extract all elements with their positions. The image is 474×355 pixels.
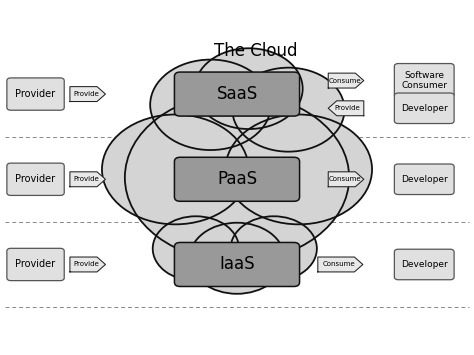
Polygon shape [70, 87, 105, 102]
Circle shape [232, 68, 345, 152]
Circle shape [195, 48, 303, 129]
FancyBboxPatch shape [174, 72, 300, 116]
FancyBboxPatch shape [7, 78, 64, 110]
Text: Consume: Consume [328, 176, 361, 182]
Circle shape [190, 223, 284, 294]
Circle shape [125, 93, 349, 262]
Circle shape [153, 216, 239, 281]
Polygon shape [70, 172, 105, 187]
FancyBboxPatch shape [394, 93, 454, 124]
Text: IaaS: IaaS [219, 256, 255, 273]
Text: The Cloud: The Cloud [214, 43, 298, 60]
Circle shape [225, 115, 372, 224]
FancyBboxPatch shape [394, 164, 454, 195]
Polygon shape [70, 257, 105, 272]
Text: Developer: Developer [401, 260, 447, 269]
Text: Provider: Provider [16, 89, 55, 99]
Polygon shape [328, 73, 364, 88]
Text: Consume: Consume [328, 78, 361, 83]
Circle shape [150, 60, 271, 150]
FancyBboxPatch shape [394, 64, 454, 98]
Text: Provider: Provider [16, 174, 55, 184]
Text: Consume: Consume [323, 262, 356, 267]
Text: Software
Consumer: Software Consumer [401, 71, 447, 90]
Text: Provider: Provider [16, 260, 55, 269]
FancyBboxPatch shape [174, 157, 300, 201]
Text: Provide: Provide [73, 176, 99, 182]
Polygon shape [328, 172, 364, 187]
FancyBboxPatch shape [394, 249, 454, 280]
Text: Provide: Provide [73, 262, 99, 267]
Text: SaaS: SaaS [216, 85, 258, 103]
Circle shape [230, 216, 317, 281]
Text: Provide: Provide [335, 105, 360, 111]
Text: PaaS: PaaS [217, 170, 257, 188]
Circle shape [102, 115, 248, 224]
FancyBboxPatch shape [174, 242, 300, 286]
Text: Provide: Provide [73, 91, 99, 97]
FancyBboxPatch shape [7, 248, 64, 280]
Text: Developer: Developer [401, 175, 447, 184]
Text: Developer: Developer [401, 104, 447, 113]
Polygon shape [328, 101, 364, 116]
FancyBboxPatch shape [7, 163, 64, 195]
Polygon shape [318, 257, 363, 272]
